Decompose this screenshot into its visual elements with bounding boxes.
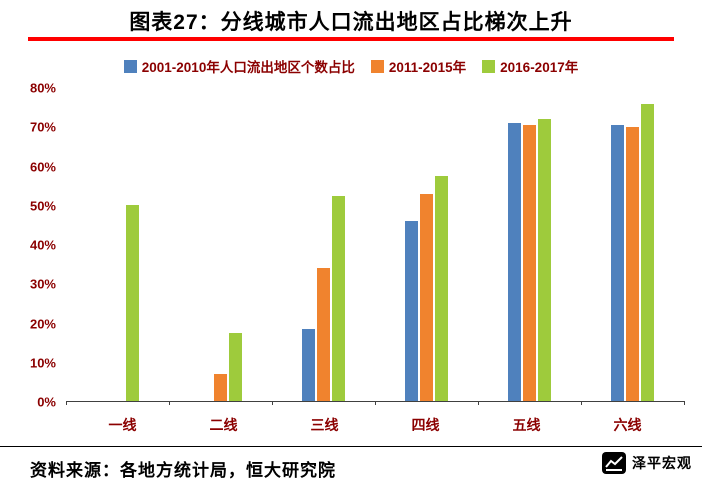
legend-label: 2001-2010年人口流出地区个数占比	[141, 60, 355, 75]
footer-divider	[0, 446, 702, 447]
y-axis-tick-label: 40%	[29, 237, 56, 253]
bar-group	[169, 88, 272, 401]
x-axis-category-label: 四线	[411, 417, 440, 433]
legend-label: 2011-2015年	[388, 60, 467, 75]
bar	[420, 193, 433, 401]
y-axis-tick-label: 50%	[29, 198, 56, 214]
bar	[508, 123, 521, 401]
bar	[214, 373, 227, 401]
y-axis-tick-label: 0%	[37, 394, 56, 410]
legend-swatch	[482, 59, 496, 73]
bar	[229, 332, 242, 401]
bar-group	[375, 88, 478, 401]
x-axis-category-label: 一线	[108, 417, 137, 433]
legend-swatch	[123, 59, 137, 73]
chart-title: 图表27：分线城市人口流出地区占比梯次上升	[129, 11, 573, 34]
x-axis-tick	[684, 401, 685, 405]
bar-group	[581, 88, 684, 401]
y-axis-tick-label: 70%	[29, 119, 56, 135]
x-axis-tick	[169, 401, 170, 405]
y-axis-tick-label: 10%	[29, 355, 56, 371]
bar	[538, 119, 551, 401]
bar	[641, 103, 654, 401]
bar	[523, 125, 536, 401]
x-axis-category-label: 三线	[310, 417, 339, 433]
bar-group	[478, 88, 581, 401]
y-axis-tick-label: 20%	[29, 316, 56, 331]
y-axis-tick-label: 60%	[29, 159, 56, 174]
plot-region: 0% 10% 20% 30% 40% 50% 60% 70% 80% 一线 二线 三线 四线 五线 六线	[6, 80, 696, 433]
zeping-macro-logo: 泽平宏观	[602, 452, 692, 474]
bar	[435, 176, 448, 401]
bar	[611, 125, 624, 401]
bar-groups	[66, 88, 684, 401]
legend-item: 2011-2015年	[370, 56, 467, 76]
bar	[405, 221, 418, 401]
legend-swatch	[370, 59, 384, 73]
source-text: 资料来源：各地方统计局，恒大研究院	[30, 461, 336, 480]
x-axis-tick	[66, 401, 67, 405]
legend-label: 2016-2017年	[500, 60, 579, 75]
bar	[332, 195, 345, 401]
bar-group	[272, 88, 375, 401]
bar-group	[66, 88, 169, 401]
bar	[626, 127, 639, 401]
x-axis-labels: 一线 二线 三线 四线 五线 六线	[72, 408, 678, 433]
legend-item: 2001-2010年人口流出地区个数占比	[123, 56, 355, 76]
x-axis-tick	[375, 401, 376, 405]
x-axis-category-label: 五线	[512, 417, 541, 433]
x-axis-category-label: 二线	[209, 417, 238, 433]
logo-text: 泽平宏观	[632, 455, 692, 471]
x-axis-tick	[272, 401, 273, 405]
y-axis-tick-label: 80%	[29, 80, 56, 96]
x-axis-tick	[478, 401, 479, 405]
legend-item: 2016-2017年	[482, 56, 578, 76]
bar	[126, 205, 139, 401]
plot-area	[66, 88, 685, 405]
title-underline	[28, 37, 674, 41]
x-axis-tick	[581, 401, 582, 405]
y-axis-tick-label: 30%	[29, 276, 56, 292]
y-axis-labels: 0% 10% 20% 30% 40% 50% 60% 70% 80%	[6, 81, 62, 410]
legend: 2001-2010年人口流出地区个数占比 2011-2015年 2016-2017年	[0, 56, 702, 76]
x-axis-category-label: 六线	[613, 417, 642, 433]
logo-icon	[602, 452, 626, 474]
bar	[302, 328, 315, 401]
bar	[317, 267, 330, 401]
